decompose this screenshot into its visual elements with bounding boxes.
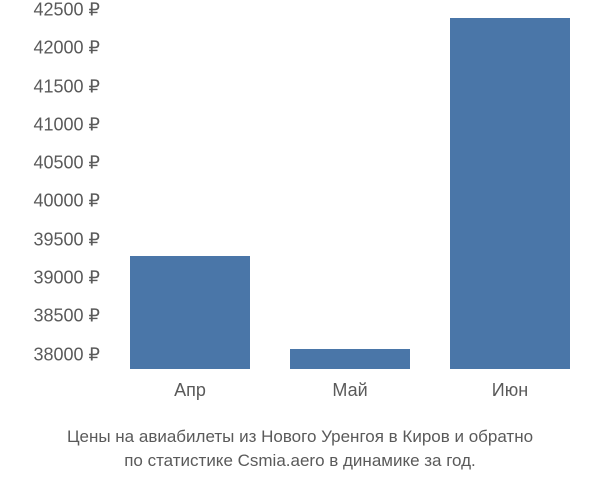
y-tick-label: 41500 ₽	[33, 76, 100, 97]
y-tick-label: 40500 ₽	[33, 153, 100, 174]
chart-caption: Цены на авиабилеты из Нового Уренгоя в К…	[20, 425, 580, 473]
price-chart: 38000 ₽ 38500 ₽ 39000 ₽ 39500 ₽ 40000 ₽ 40500…	[20, 10, 580, 410]
bar	[450, 18, 570, 369]
x-tick-label: Апр	[174, 380, 206, 401]
bar	[130, 256, 250, 369]
y-tick-label: 39000 ₽	[33, 268, 100, 289]
y-tick-label: 42000 ₽	[33, 38, 100, 59]
x-axis: Апр Май Июн	[110, 375, 580, 405]
y-tick-label: 41000 ₽	[33, 114, 100, 135]
x-tick-label: Июн	[492, 380, 528, 401]
caption-line-2: по статистике Csmia.aero в динамике за г…	[20, 449, 580, 473]
plot-area	[110, 10, 580, 370]
y-axis: 38000 ₽ 38500 ₽ 39000 ₽ 39500 ₽ 40000 ₽ 40500…	[20, 10, 110, 370]
x-tick-label: Май	[332, 380, 367, 401]
y-tick-label: 40000 ₽	[33, 191, 100, 212]
y-tick-label: 38000 ₽	[33, 344, 100, 365]
y-tick-label: 42500 ₽	[33, 0, 100, 21]
caption-line-1: Цены на авиабилеты из Нового Уренгоя в К…	[20, 425, 580, 449]
y-tick-label: 39500 ₽	[33, 229, 100, 250]
bar	[290, 349, 410, 369]
y-tick-label: 38500 ₽	[33, 306, 100, 327]
